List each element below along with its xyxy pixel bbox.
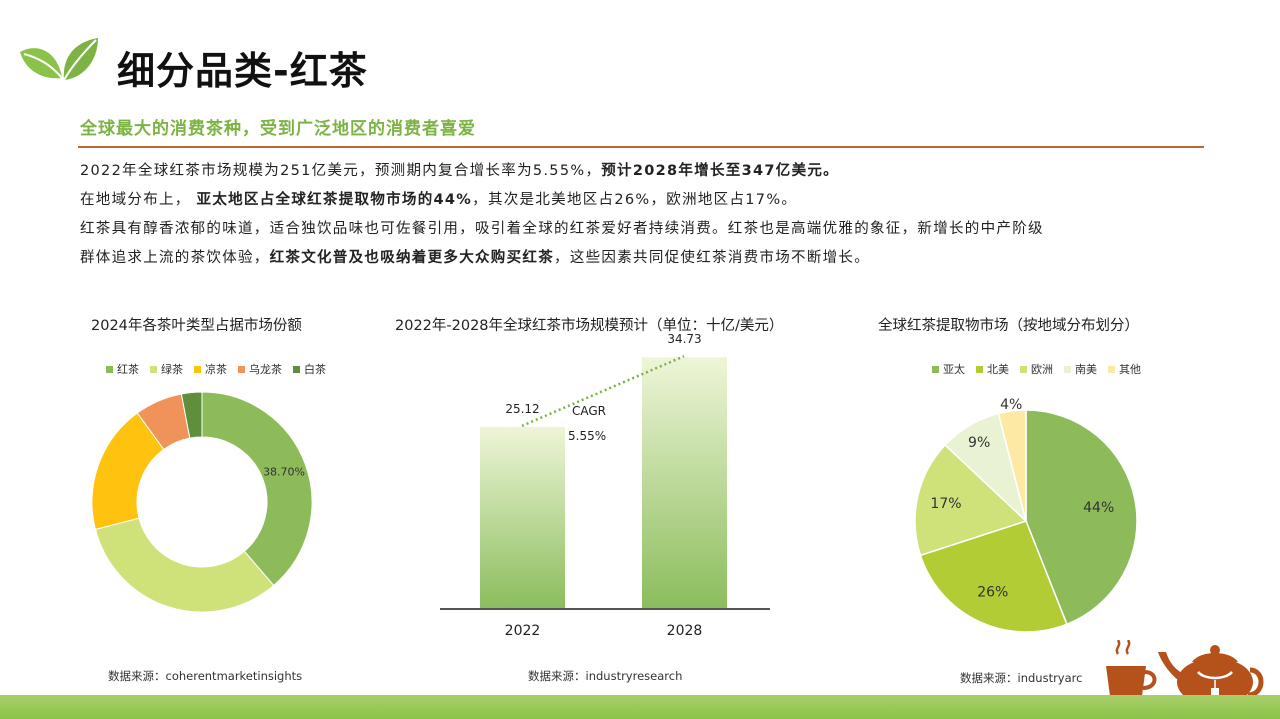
pie-slice bbox=[1025, 409, 1138, 626]
legend-swatch bbox=[932, 365, 939, 373]
cagr-trend-line bbox=[521, 355, 685, 428]
bar-chart-source: 数据来源：industryresearch bbox=[528, 669, 683, 683]
legend-label: 白茶 bbox=[304, 363, 326, 376]
paragraph-3: 红茶具有醇香浓郁的味道，适合独饮品味也可佐餐引用，吸引着全球的红茶爱好者持续消费… bbox=[80, 221, 1044, 237]
donut-chart-legend: 红茶 绿茶 凉茶 乌龙茶 白茶 bbox=[106, 361, 326, 377]
legend-swatch bbox=[1064, 365, 1071, 373]
donut-chart-title: 2024年各茶叶类型占据市场份额 bbox=[91, 318, 302, 334]
pie-data-label: 17% bbox=[930, 496, 961, 512]
p4-bold: 红茶文化普及也吸纳着更多大众购买红茶 bbox=[269, 250, 555, 266]
legend-swatch bbox=[106, 365, 113, 373]
legend-item: 凉茶 bbox=[194, 361, 227, 377]
legend-label: 亚太 bbox=[943, 363, 965, 376]
donut-slice bbox=[201, 391, 313, 587]
legend-label: 欧洲 bbox=[1031, 363, 1053, 376]
pie-chart-legend: 亚太 北美 欧洲 南美 其他 bbox=[932, 361, 1141, 377]
legend-label: 北美 bbox=[987, 363, 1009, 376]
legend-item: 欧洲 bbox=[1020, 361, 1053, 377]
donut-slice bbox=[94, 517, 275, 613]
legend-swatch bbox=[194, 365, 201, 373]
p1-text: 2022年全球红茶市场规模为251亿美元，预测期内复合增长率为5.55%， bbox=[80, 163, 602, 179]
legend-item: 亚太 bbox=[932, 361, 965, 377]
legend-item: 红茶 bbox=[106, 361, 139, 377]
bar-value-label: 25.12 bbox=[505, 402, 539, 416]
paragraph-2: 在地域分布上， 亚太地区占全球红茶提取物市场的44%，其次是北美地区占26%，欧… bbox=[80, 186, 1205, 215]
legend-swatch bbox=[150, 365, 157, 373]
legend-swatch bbox=[1020, 365, 1027, 373]
donut-slice bbox=[180, 391, 203, 439]
legend-item: 北美 bbox=[976, 361, 1009, 377]
p1-bold: 预计2028年增长至347亿美元。 bbox=[601, 163, 839, 179]
p4-tail: ，这些因素共同促使红茶消费市场不断增长。 bbox=[554, 250, 871, 266]
legend-label: 其他 bbox=[1119, 363, 1141, 376]
body-text: 2022年全球红茶市场规模为251亿美元，预测期内复合增长率为5.55%，预计2… bbox=[80, 157, 1205, 273]
p2-bold: 亚太地区占全球红茶提取物市场的44% bbox=[196, 192, 473, 208]
page-subtitle: 全球最大的消费茶种，受到广泛地区的消费者喜爱 bbox=[80, 119, 476, 139]
legend-label: 绿茶 bbox=[161, 363, 183, 376]
bar-chart-title: 2022年-2028年全球红茶市场规模预计（单位：十亿/美元） bbox=[395, 318, 784, 334]
legend-swatch bbox=[1108, 365, 1115, 373]
bar bbox=[642, 357, 727, 609]
pie-data-label: 44% bbox=[1083, 500, 1114, 516]
p2-tail: ，其次是北美地区占26%，欧洲地区占17%。 bbox=[472, 192, 798, 208]
pie-data-label: 9% bbox=[968, 435, 990, 451]
pie-slice bbox=[997, 409, 1027, 522]
legend-item: 绿茶 bbox=[150, 361, 183, 377]
p4-text: 群体追求上流的茶饮体验， bbox=[80, 250, 270, 266]
donut-data-label: 38.70% bbox=[263, 466, 305, 479]
paragraph-1: 2022年全球红茶市场规模为251亿美元，预测期内复合增长率为5.55%，预计2… bbox=[80, 157, 1205, 186]
pie-data-label: 4% bbox=[1000, 397, 1022, 413]
pie-slice bbox=[919, 520, 1068, 633]
legend-swatch bbox=[293, 365, 300, 373]
cagr-value: 5.55% bbox=[568, 429, 606, 443]
legend-item: 南美 bbox=[1064, 361, 1097, 377]
legend-label: 乌龙茶 bbox=[249, 363, 282, 376]
p2-text: 在地域分布上， bbox=[80, 192, 191, 208]
legend-label: 红茶 bbox=[117, 363, 139, 376]
legend-label: 凉茶 bbox=[205, 363, 227, 376]
teapot-cup-icon bbox=[1102, 640, 1264, 706]
x-tick-label: 2028 bbox=[667, 623, 703, 639]
bar-value-label: 34.73 bbox=[667, 332, 701, 346]
divider-rule bbox=[78, 146, 1204, 148]
footer-band bbox=[0, 695, 1280, 719]
x-tick-label: 2022 bbox=[505, 623, 541, 639]
pie-chart-source: 数据来源：industryarc bbox=[960, 671, 1083, 685]
legend-swatch bbox=[238, 365, 245, 373]
donut-chart-source: 数据来源：coherentmarketinsights bbox=[108, 669, 303, 683]
legend-item: 其他 bbox=[1108, 361, 1141, 377]
pie-data-label: 26% bbox=[977, 585, 1008, 601]
donut-chart: 38.70% bbox=[91, 391, 313, 613]
pie-chart-title: 全球红茶提取物市场（按地域分布划分） bbox=[878, 318, 1139, 334]
legend-item: 白茶 bbox=[293, 361, 326, 377]
legend-item: 乌龙茶 bbox=[238, 361, 282, 377]
pie-slice bbox=[914, 443, 1028, 557]
paragraph-4: 群体追求上流的茶饮体验，红茶文化普及也吸纳着更多大众购买红茶，这些因素共同促使红… bbox=[80, 244, 1205, 273]
page-title: 细分品类-红茶 bbox=[117, 49, 368, 93]
pie-chart: 44% 26% 17% 9% 4% bbox=[914, 397, 1138, 633]
bar-chart: 25.12 2022 34.73 2028 CAGR 5.55% bbox=[440, 332, 770, 639]
leaf-logo-icon bbox=[20, 38, 98, 81]
bar bbox=[480, 426, 565, 609]
legend-swatch bbox=[976, 365, 983, 373]
legend-label: 南美 bbox=[1075, 363, 1097, 376]
cagr-label: CAGR bbox=[572, 404, 606, 418]
